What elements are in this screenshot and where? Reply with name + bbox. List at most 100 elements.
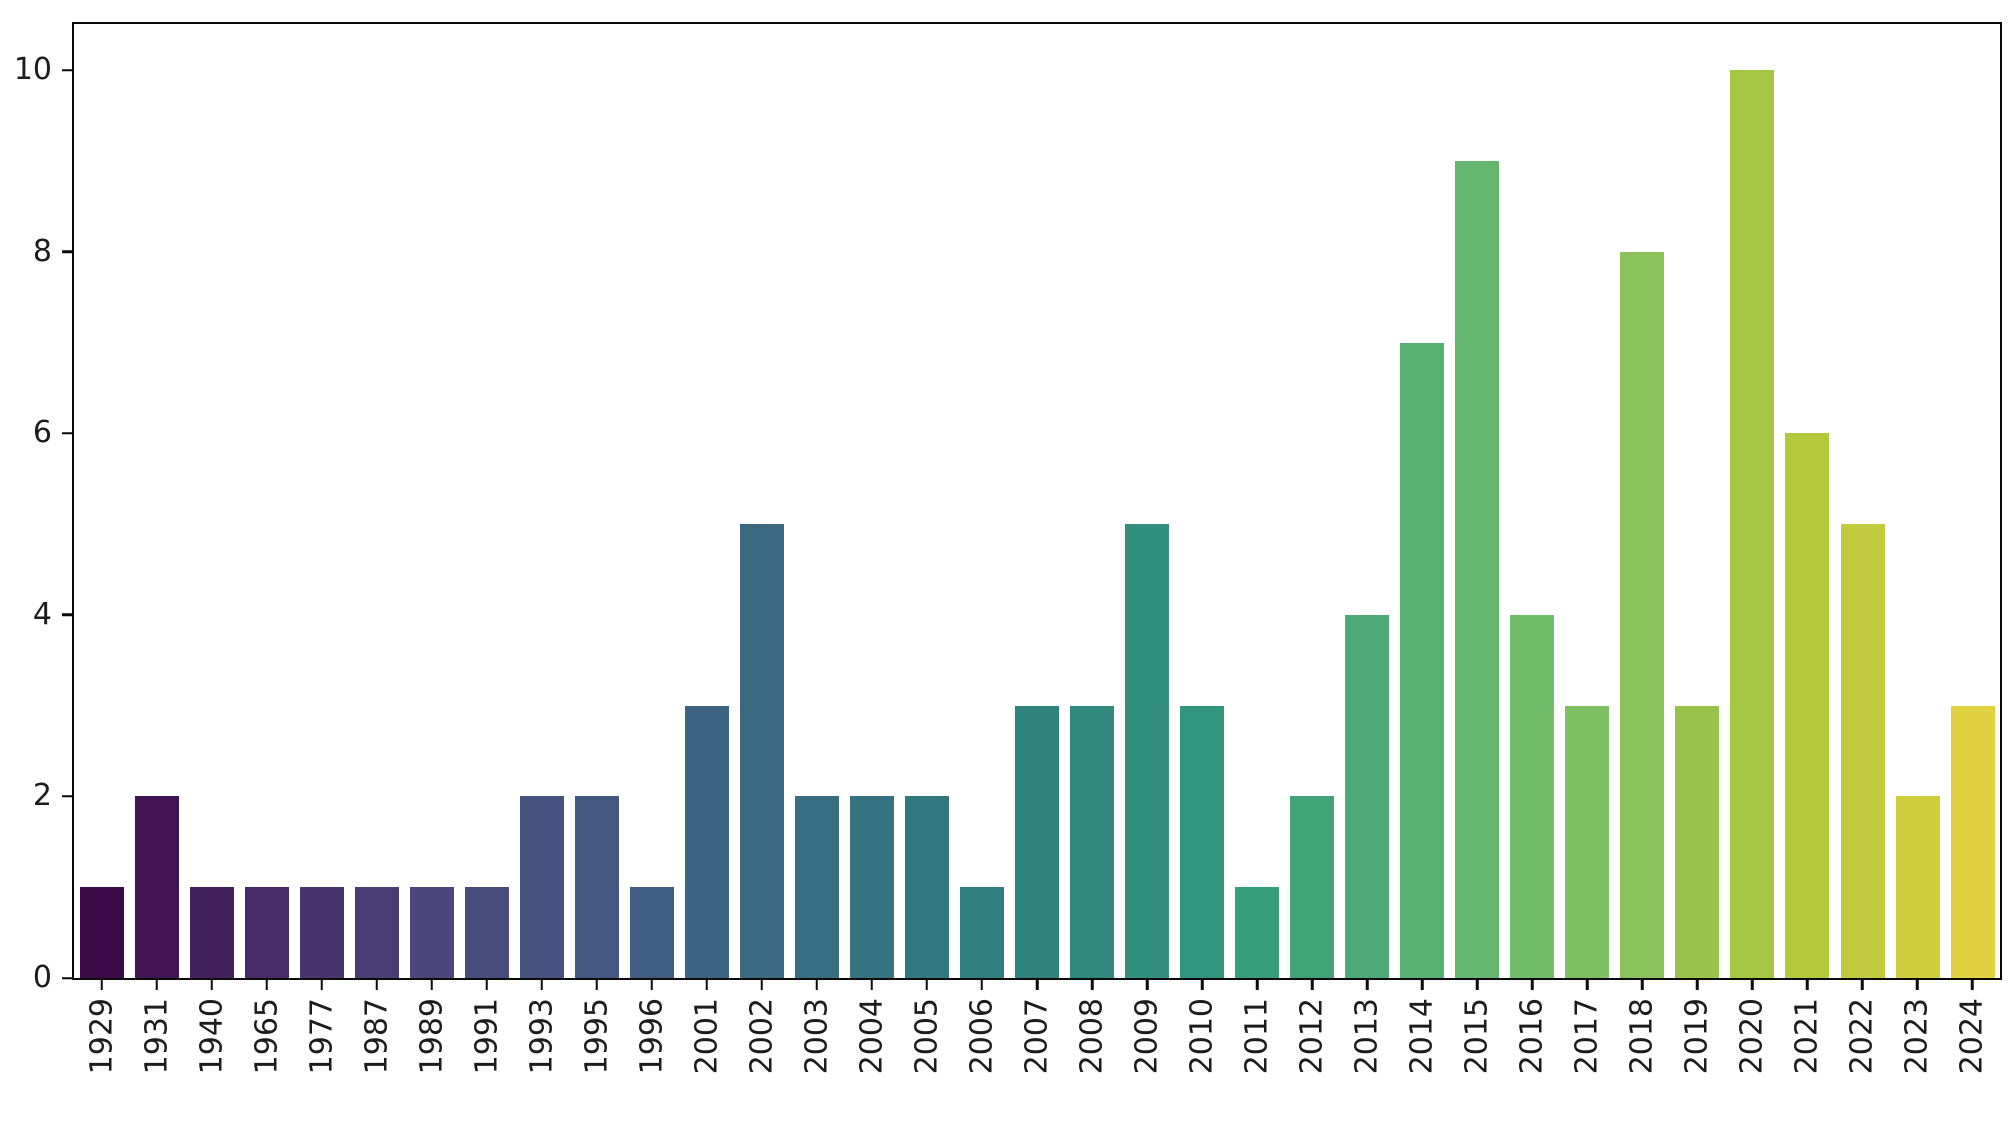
- y-tick: [62, 613, 74, 617]
- x-tick: [1365, 978, 1369, 990]
- x-tick-label: 1965: [248, 998, 284, 1075]
- x-tick: [1200, 978, 1204, 990]
- bar-1977: [299, 887, 344, 978]
- y-tick: [62, 976, 74, 980]
- bar-slot: [1560, 24, 1615, 978]
- bar-slot: [789, 24, 844, 978]
- bar-2015: [1455, 161, 1500, 978]
- y-tick: [62, 69, 74, 72]
- bar-2017: [1565, 705, 1610, 978]
- x-tick: [320, 978, 323, 990]
- bar-2023: [1895, 796, 1940, 978]
- x-tick-label: 2013: [1349, 998, 1385, 1075]
- bar-slot: [1945, 24, 2000, 978]
- bar-2011: [1235, 887, 1280, 978]
- x-tick: [430, 978, 433, 990]
- bar-slot: [1340, 24, 1395, 978]
- bar-slot: [459, 24, 514, 978]
- x-tick-label: 2003: [799, 998, 835, 1075]
- bar-2008: [1070, 705, 1115, 978]
- bars: [74, 24, 2000, 978]
- bar-2007: [1015, 705, 1060, 978]
- bar-2001: [684, 705, 729, 978]
- bar-1929: [79, 887, 124, 978]
- x-tick-label: 2021: [1789, 998, 1825, 1075]
- x-tick-label: 2016: [1514, 998, 1550, 1075]
- y-tick-label: 10: [13, 52, 52, 88]
- bar-slot: [955, 24, 1010, 978]
- bar-slot: [1780, 24, 1835, 978]
- bar-slot: [1230, 24, 1285, 978]
- bar-slot: [1670, 24, 1725, 978]
- x-tick-label: 2001: [689, 998, 725, 1075]
- x-tick-label: 1995: [579, 998, 615, 1075]
- bar-slot: [1450, 24, 1505, 978]
- x-tick-label: 2008: [1074, 998, 1110, 1075]
- bar-1989: [409, 887, 454, 978]
- x-tick: [1971, 978, 1974, 990]
- x-tick: [1916, 978, 1919, 990]
- bar-slot: [239, 24, 294, 978]
- bar-slot: [1725, 24, 1780, 978]
- x-tick-label: 2009: [1129, 998, 1165, 1075]
- x-tick: [1475, 978, 1479, 990]
- bar-slot: [294, 24, 349, 978]
- x-tick: [1861, 978, 1864, 990]
- x-tick-label: 2014: [1404, 998, 1440, 1075]
- x-tick-label: 1989: [413, 998, 449, 1075]
- x-tick: [1420, 978, 1424, 990]
- y-tick-label: 2: [32, 778, 52, 814]
- bar-slot: [734, 24, 789, 978]
- bar-1931: [134, 796, 179, 978]
- bar-2003: [794, 796, 839, 978]
- x-tick: [485, 978, 488, 990]
- x-tick-label: 2019: [1679, 998, 1715, 1075]
- x-tick-label: 1993: [523, 998, 559, 1075]
- bar-2016: [1510, 614, 1555, 978]
- x-tick-label: 2007: [1019, 998, 1055, 1075]
- bar-2013: [1345, 614, 1390, 978]
- bar-slot: [1065, 24, 1120, 978]
- x-tick: [1255, 978, 1259, 990]
- bar-1991: [464, 887, 509, 978]
- x-tick: [705, 978, 709, 990]
- y-tick-label: 4: [32, 596, 52, 632]
- bar-slot: [404, 24, 459, 978]
- bar-slot: [349, 24, 404, 978]
- x-tick: [210, 978, 213, 990]
- bar-2010: [1180, 705, 1225, 978]
- bar-2022: [1840, 524, 1885, 978]
- bar-1996: [629, 887, 674, 978]
- bar-2020: [1730, 70, 1775, 978]
- x-tick-label: 1977: [303, 998, 339, 1075]
- y-tick-label: 8: [32, 233, 52, 269]
- x-tick: [1751, 978, 1754, 990]
- x-tick-label: 1996: [634, 998, 670, 1075]
- x-tick-label: 2002: [744, 998, 780, 1075]
- y-tick: [62, 795, 74, 798]
- x-tick: [1806, 978, 1809, 990]
- bar-slot: [1835, 24, 1890, 978]
- bar-slot: [844, 24, 899, 978]
- bar-slot: [74, 24, 129, 978]
- y-tick-label: 0: [32, 960, 52, 995]
- x-tick-label: 2020: [1734, 998, 1770, 1075]
- x-tick: [155, 978, 158, 990]
- bar-2009: [1125, 524, 1170, 978]
- bar-slot: [184, 24, 239, 978]
- x-tick: [980, 978, 984, 990]
- bar-2005: [904, 796, 949, 978]
- x-tick: [870, 978, 874, 990]
- bar-slot: [1175, 24, 1230, 978]
- x-tick: [1586, 978, 1589, 990]
- x-tick-label: 1929: [83, 998, 119, 1075]
- x-tick: [1145, 978, 1149, 990]
- bar-2002: [739, 524, 784, 978]
- x-tick-label: 2022: [1844, 998, 1880, 1075]
- bar-slot: [624, 24, 679, 978]
- x-tick-label: 1931: [138, 998, 174, 1075]
- bar-1993: [519, 796, 564, 978]
- bar-2024: [1950, 705, 1995, 978]
- y-tick-label: 6: [32, 415, 52, 451]
- x-tick: [1696, 978, 1699, 990]
